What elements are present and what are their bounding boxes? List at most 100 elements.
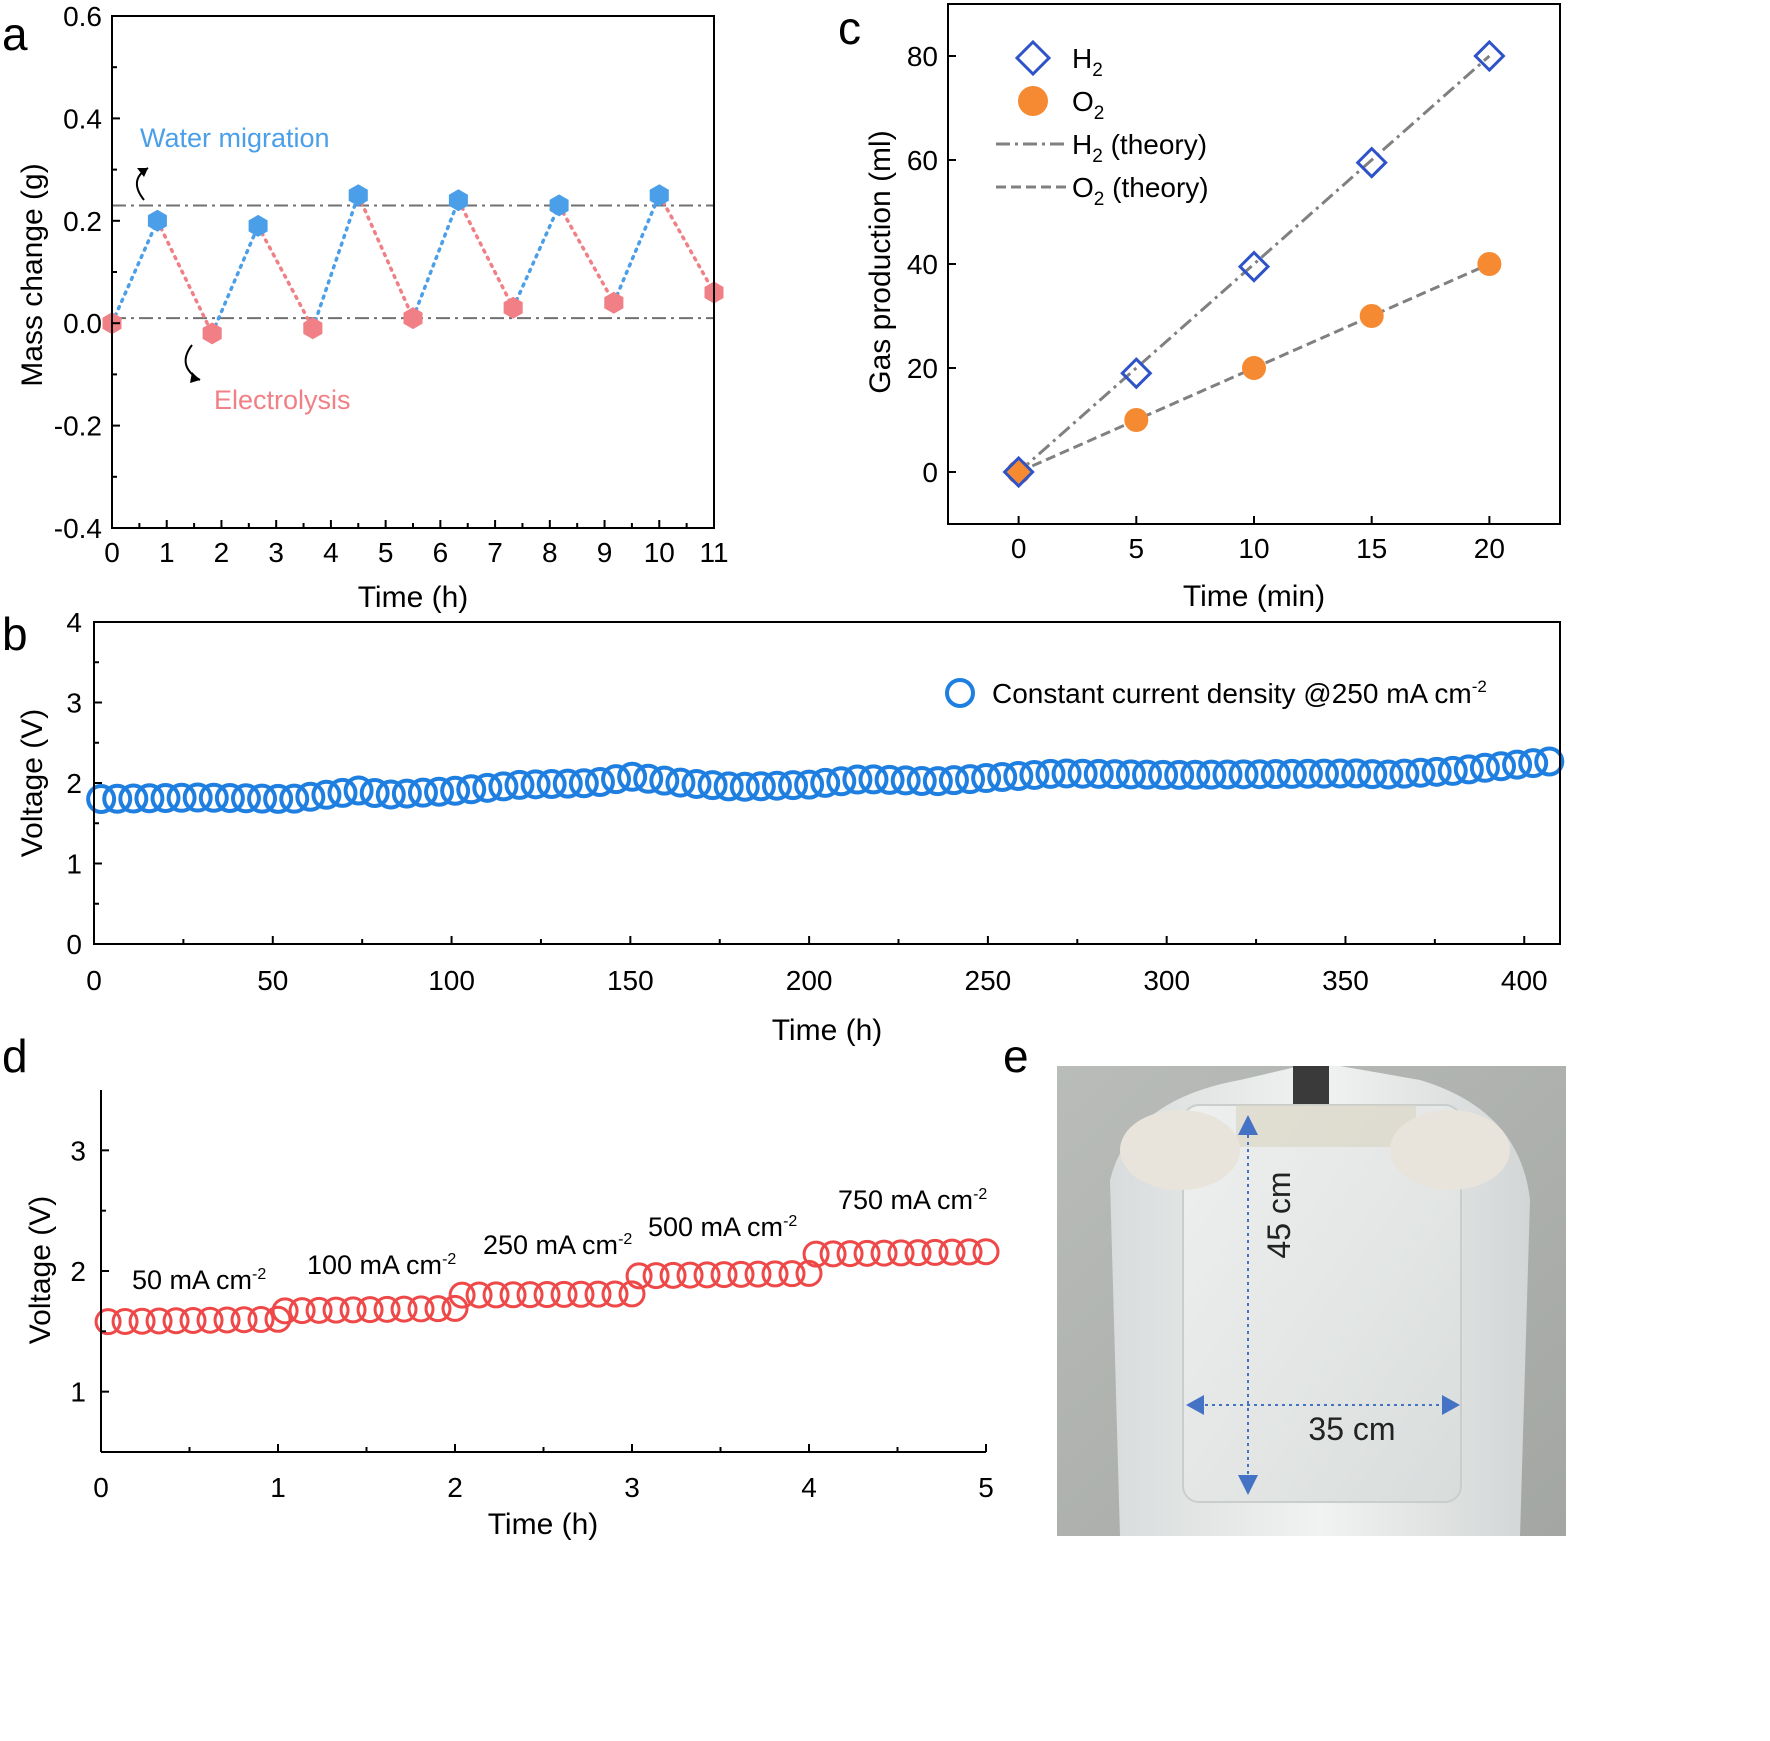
voltage-point <box>424 776 455 807</box>
x-tick-label: 7 <box>487 537 503 568</box>
legend-o2-label: O2 <box>1072 86 1104 124</box>
x-tick-label: 5 <box>378 537 394 568</box>
voltage-point <box>810 767 841 798</box>
panel-d-letter: d <box>2 1030 28 1082</box>
legend-o2-circle <box>1018 86 1048 116</box>
y-tick-label: 0.0 <box>63 308 102 339</box>
voltage-step-point <box>887 1239 915 1267</box>
voltage-step-point <box>339 1296 367 1324</box>
width-label: 35 cm <box>1308 1411 1395 1447</box>
width-arrow-left <box>1186 1395 1204 1415</box>
panel-a-reference-lines <box>112 204 714 320</box>
water-arrow-head <box>137 168 148 177</box>
voltage-point <box>713 771 744 802</box>
water-migration-point <box>448 189 468 212</box>
x-tick-label: 50 <box>257 965 288 996</box>
voltage-point <box>230 783 261 814</box>
voltage-step-point <box>465 1281 493 1309</box>
step-label: 750 mA cm-2 <box>838 1185 987 1215</box>
x-tick-label: 250 <box>965 965 1012 996</box>
voltage-step-point <box>128 1307 156 1335</box>
electrolysis-point <box>503 296 523 319</box>
x-tick-label: 0 <box>93 1472 109 1503</box>
x-tick-label: 350 <box>1322 965 1369 996</box>
voltage-point <box>102 783 133 814</box>
water-migration-point <box>248 214 268 237</box>
x-tick-label: 5 <box>1129 533 1145 564</box>
voltage-step-point <box>693 1261 721 1289</box>
panel-b-ticks: 0 50 100 150 200 250 300 350 400 0 1 2 3 4 <box>66 607 1547 996</box>
panel-c-data-points <box>1002 39 1506 489</box>
x-tick-label: 10 <box>644 537 675 568</box>
voltage-step-point <box>584 1280 612 1308</box>
series-segment <box>256 224 315 331</box>
y-tick-label: 1 <box>70 1377 86 1408</box>
voltage-point <box>1373 759 1404 790</box>
voltage-step-point <box>111 1307 139 1335</box>
voltage-step-point <box>550 1280 578 1308</box>
series-segment <box>557 203 616 305</box>
x-tick-label: 3 <box>268 537 284 568</box>
panel-c-theory-lines <box>1017 54 1491 474</box>
water-migration-point <box>649 184 669 207</box>
step-label: 50 mA cm-2 <box>132 1265 266 1295</box>
series-segment <box>456 198 515 310</box>
x-tick-label: 150 <box>607 965 654 996</box>
panel-b-voltage-stability-chart: b 0 50 100 150 200 250 300 350 400 0 1 2 3 4 Time (h)… <box>2 607 1565 1047</box>
panel-c-ticks: 0 5 10 15 20 0 20 40 60 80 <box>907 41 1505 564</box>
voltage-point <box>520 769 551 800</box>
panel-d-x-axis-title: Time (h) <box>488 1508 599 1541</box>
voltage-step-point <box>230 1306 258 1334</box>
voltage-point <box>906 765 937 796</box>
series-segment <box>210 224 260 336</box>
y-tick-label: 60 <box>907 145 938 176</box>
voltage-point <box>1357 759 1388 790</box>
voltage-point <box>987 762 1018 793</box>
x-tick-label: 2 <box>214 537 230 568</box>
voltage-step-point <box>625 1262 653 1290</box>
voltage-point <box>1164 759 1195 790</box>
x-tick-label: 0 <box>1011 533 1027 564</box>
panel-d-ticks: 0 1 2 3 4 5 1 2 3 <box>70 1135 993 1503</box>
voltage-point <box>1453 754 1484 785</box>
x-tick-label: 100 <box>428 965 475 996</box>
water-migration-annotation: Water migration <box>140 123 330 153</box>
panel-b-letter: b <box>2 608 28 660</box>
voltage-point <box>858 764 889 795</box>
voltage-step-point <box>441 1294 469 1322</box>
panel-c-letter: c <box>838 2 861 54</box>
voltage-point <box>182 782 213 813</box>
voltage-point <box>1341 758 1372 789</box>
width-arrow-right <box>1442 1395 1460 1415</box>
voltage-step-point <box>761 1260 789 1288</box>
voltage-point <box>247 783 278 814</box>
voltage-point <box>890 765 921 796</box>
voltage-point <box>1260 759 1291 790</box>
voltage-step-point <box>744 1260 772 1288</box>
voltage-step-point <box>179 1306 207 1334</box>
y-tick-label: 80 <box>907 41 938 72</box>
series-segment <box>155 219 214 336</box>
voltage-step-point <box>533 1281 561 1309</box>
left-glove <box>1120 1110 1240 1190</box>
panel-a-plot-frame <box>111 15 715 529</box>
voltage-point <box>826 766 857 797</box>
voltage-step-point <box>499 1281 527 1309</box>
voltage-point <box>1051 758 1082 789</box>
voltage-point <box>729 771 760 802</box>
voltage-point <box>681 768 712 799</box>
y-tick-label: 3 <box>70 1135 86 1166</box>
voltage-point <box>617 761 648 792</box>
o2-point <box>1477 252 1502 276</box>
voltage-step-point <box>264 1305 292 1333</box>
x-tick-label: 1 <box>270 1472 286 1503</box>
voltage-step-point <box>356 1296 384 1324</box>
x-tick-label: 4 <box>801 1472 817 1503</box>
voltage-step-point <box>802 1240 830 1268</box>
voltage-point <box>1534 746 1565 777</box>
y-tick-label: 0.2 <box>63 206 102 237</box>
panel-d-step-labels: 50 mA cm-2 100 mA cm-2 250 mA cm-2 500 mA c… <box>132 1185 987 1295</box>
voltage-point <box>134 783 165 814</box>
panel-e-membrane-photo: e 45 cm 35 cm <box>1003 1030 1566 1536</box>
panel-d-y-axis-title: Voltage (V) <box>24 1196 57 1344</box>
